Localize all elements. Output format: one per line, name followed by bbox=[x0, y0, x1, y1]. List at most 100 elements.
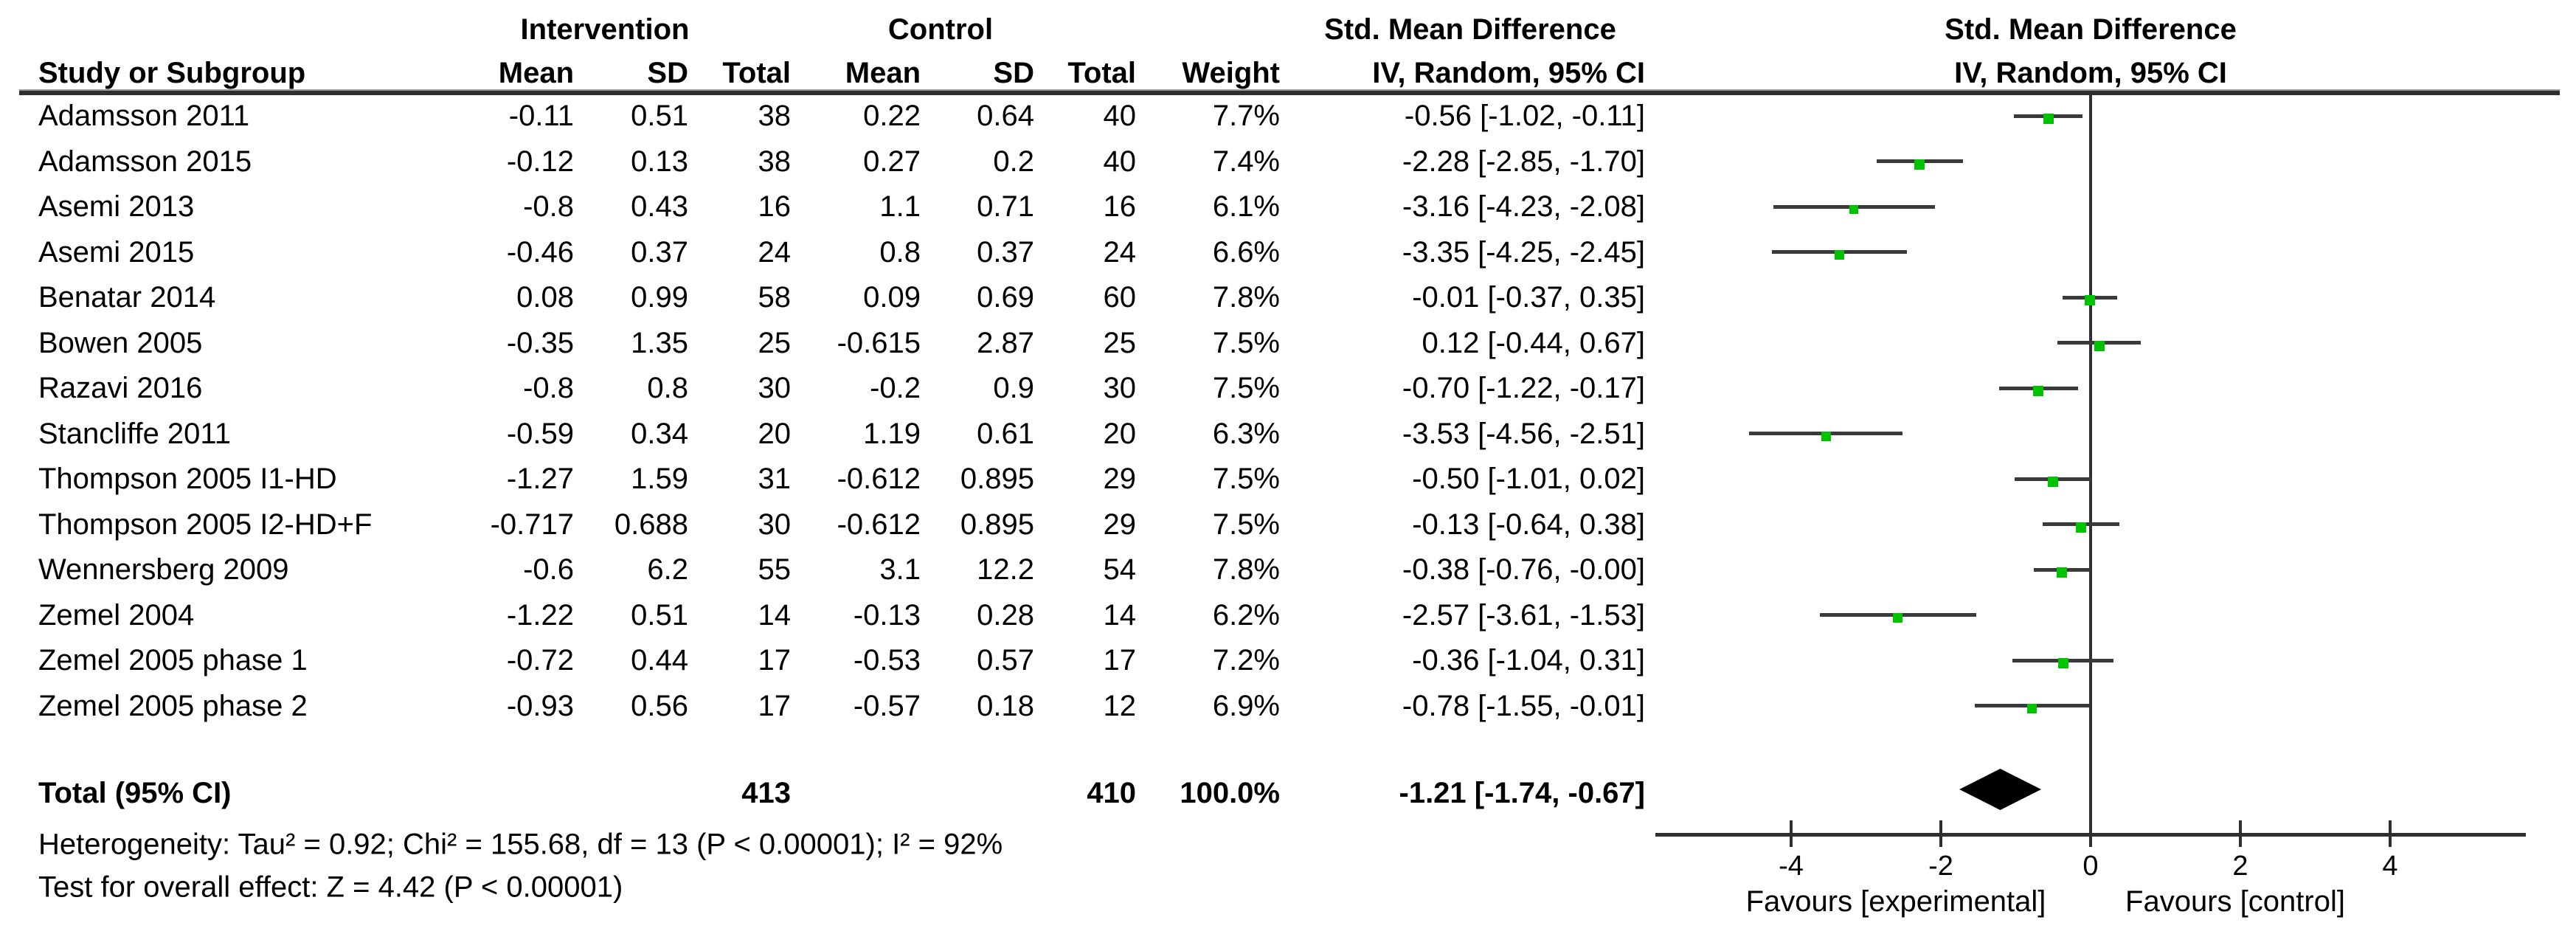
cell-intervention-sd: 0.34 bbox=[631, 417, 688, 450]
cell-intervention-mean: -0.93 bbox=[506, 689, 574, 722]
cell-control-mean: -0.2 bbox=[870, 372, 921, 404]
tick-label-4: 4 bbox=[2382, 851, 2398, 882]
cell-control-mean: -0.612 bbox=[837, 508, 921, 541]
cell-ci-text: -3.16 [-4.23, -2.08] bbox=[1402, 190, 1645, 223]
cell-weight: 7.7% bbox=[1212, 100, 1280, 132]
cell-control-sd: 0.895 bbox=[960, 463, 1034, 495]
cell-control-sd: 0.895 bbox=[960, 508, 1034, 541]
cell-control-sd: 0.57 bbox=[977, 644, 1034, 677]
header-separator bbox=[19, 89, 2560, 95]
cell-control-total: 25 bbox=[1103, 326, 1137, 359]
cell-ci-text: -0.70 [-1.22, -0.17] bbox=[1402, 372, 1645, 404]
cell-control-total: 14 bbox=[1103, 598, 1137, 632]
zero-reference-line bbox=[2089, 94, 2092, 836]
cell-control-total: 40 bbox=[1103, 145, 1137, 178]
cell-control-total: 30 bbox=[1103, 372, 1137, 404]
cell-control-total: 29 bbox=[1103, 508, 1137, 541]
cell-control-sd: 0.69 bbox=[977, 281, 1034, 314]
effect-square bbox=[1893, 613, 1903, 623]
cell-intervention-sd: 0.99 bbox=[631, 281, 688, 314]
effect-square bbox=[2057, 567, 2068, 578]
col-header-iv-table: IV, Random, 95% CI bbox=[1372, 57, 1645, 89]
cell-control-total: 17 bbox=[1103, 644, 1137, 677]
cell-study-name: Wennersberg 2009 bbox=[38, 553, 289, 586]
favours-experimental-label: Favours [experimental] bbox=[1745, 885, 2046, 918]
tick-label-2: 2 bbox=[2232, 851, 2248, 882]
effect-square bbox=[2048, 477, 2059, 487]
cell-control-mean: -0.612 bbox=[837, 463, 921, 495]
cell-study-name: Benatar 2014 bbox=[38, 281, 216, 314]
cell-control-total: 40 bbox=[1103, 100, 1137, 132]
cell-control-mean: -0.53 bbox=[853, 644, 921, 677]
cell-weight: 7.8% bbox=[1212, 553, 1280, 586]
cell-weight: 7.5% bbox=[1212, 326, 1280, 359]
cell-intervention-total: 55 bbox=[758, 553, 792, 586]
cell-intervention-total: 14 bbox=[758, 598, 792, 632]
cell-intervention-total: 16 bbox=[758, 190, 792, 223]
effect-square bbox=[2027, 704, 2037, 713]
cell-ci-text: -0.13 [-0.64, 0.38] bbox=[1412, 508, 1645, 541]
cell-control-mean: 0.22 bbox=[863, 100, 921, 132]
cell-control-total: 54 bbox=[1103, 553, 1137, 586]
group-header-intervention: Intervention bbox=[520, 13, 690, 46]
cell-intervention-sd: 0.51 bbox=[631, 598, 688, 632]
cell-control-sd: 0.9 bbox=[993, 372, 1034, 404]
cell-intervention-sd: 0.51 bbox=[631, 100, 688, 132]
cell-study-name: Razavi 2016 bbox=[38, 372, 203, 404]
cell-study-name: Zemel 2005 phase 1 bbox=[38, 644, 308, 677]
pooled-effect-diamond bbox=[1959, 769, 2041, 810]
col-header-control-sd: SD bbox=[993, 57, 1034, 89]
cell-intervention-total: 17 bbox=[758, 689, 792, 722]
cell-intervention-sd: 0.8 bbox=[647, 372, 688, 404]
total-weight: 100.0% bbox=[1180, 777, 1280, 809]
col-header-study: Study or Subgroup bbox=[38, 57, 306, 89]
tick-label-neg4: -4 bbox=[1779, 851, 1804, 882]
effect-square bbox=[2094, 340, 2105, 351]
cell-intervention-mean: -0.72 bbox=[506, 644, 574, 677]
cell-control-sd: 2.87 bbox=[977, 326, 1034, 359]
favours-control-label: Favours [control] bbox=[2125, 885, 2345, 918]
col-header-intervention-sd: SD bbox=[647, 57, 688, 89]
cell-intervention-sd: 0.37 bbox=[631, 235, 688, 269]
total-row-label: Total (95% CI) bbox=[38, 777, 232, 809]
cell-control-mean: -0.13 bbox=[853, 598, 921, 632]
cell-intervention-total: 38 bbox=[758, 145, 792, 178]
cell-intervention-total: 58 bbox=[758, 281, 792, 314]
cell-weight: 6.2% bbox=[1212, 598, 1280, 632]
cell-intervention-sd: 0.688 bbox=[614, 508, 688, 541]
cell-control-sd: 0.37 bbox=[977, 235, 1034, 269]
cell-intervention-sd: 1.59 bbox=[631, 463, 688, 495]
cell-weight: 7.5% bbox=[1212, 463, 1280, 495]
cell-control-sd: 0.71 bbox=[977, 190, 1034, 223]
cell-control-total: 16 bbox=[1103, 190, 1137, 223]
cell-ci-text: -2.57 [-3.61, -1.53] bbox=[1402, 598, 1645, 632]
cell-intervention-total: 17 bbox=[758, 644, 792, 677]
col-header-control-total: Total bbox=[1067, 57, 1136, 89]
group-header-smd-plot: Std. Mean Difference bbox=[1945, 13, 2237, 46]
tick-mark-2 bbox=[2239, 820, 2242, 847]
cell-weight: 6.6% bbox=[1212, 235, 1280, 269]
tick-label-0: 0 bbox=[2082, 851, 2099, 882]
cell-ci-text: 0.12 [-0.44, 0.67] bbox=[1422, 326, 1645, 359]
cell-control-mean: 1.19 bbox=[863, 417, 921, 450]
cell-weight: 6.1% bbox=[1212, 190, 1280, 223]
cell-control-total: 60 bbox=[1103, 281, 1137, 314]
cell-control-sd: 0.64 bbox=[977, 100, 1034, 132]
cell-study-name: Adamsson 2015 bbox=[38, 145, 252, 178]
col-header-intervention-total: Total bbox=[722, 57, 791, 89]
cell-study-name: Zemel 2005 phase 2 bbox=[38, 689, 308, 722]
cell-control-mean: 0.27 bbox=[863, 145, 921, 178]
cell-control-mean: 3.1 bbox=[879, 553, 921, 586]
cell-control-total: 20 bbox=[1103, 417, 1137, 450]
group-header-smd-table: Std. Mean Difference bbox=[1324, 13, 1616, 46]
cell-ci-text: -0.78 [-1.55, -0.01] bbox=[1402, 689, 1645, 722]
cell-intervention-mean: 0.08 bbox=[516, 281, 574, 314]
cell-study-name: Thompson 2005 I1-HD bbox=[38, 463, 337, 495]
effect-square bbox=[2058, 658, 2069, 668]
cell-ci-text: -0.50 [-1.01, 0.02] bbox=[1412, 463, 1645, 495]
total-intervention-n: 413 bbox=[741, 777, 791, 809]
cell-study-name: Asemi 2015 bbox=[38, 235, 195, 269]
cell-ci-text: -0.56 [-1.02, -0.11] bbox=[1404, 100, 1645, 132]
overall-effect-stats: Test for overall effect: Z = 4.42 (P < 0… bbox=[38, 871, 623, 904]
cell-ci-text: -2.28 [-2.85, -1.70] bbox=[1402, 145, 1645, 178]
